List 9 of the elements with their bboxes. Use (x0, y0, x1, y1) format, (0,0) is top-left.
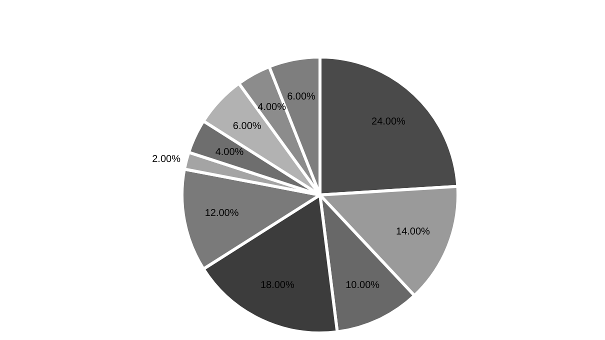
data-label: 2.00% (152, 154, 181, 166)
data-label: 24.00% (371, 116, 406, 128)
data-label: 14.00% (396, 226, 430, 238)
data-label: 6.00% (232, 121, 262, 132)
data-label: 10.00% (346, 280, 380, 291)
data-label: 4.00% (215, 146, 244, 158)
data-label: 18.00% (260, 280, 294, 291)
data-label: 12.00% (204, 208, 239, 220)
data-label: 6.00% (287, 91, 316, 102)
